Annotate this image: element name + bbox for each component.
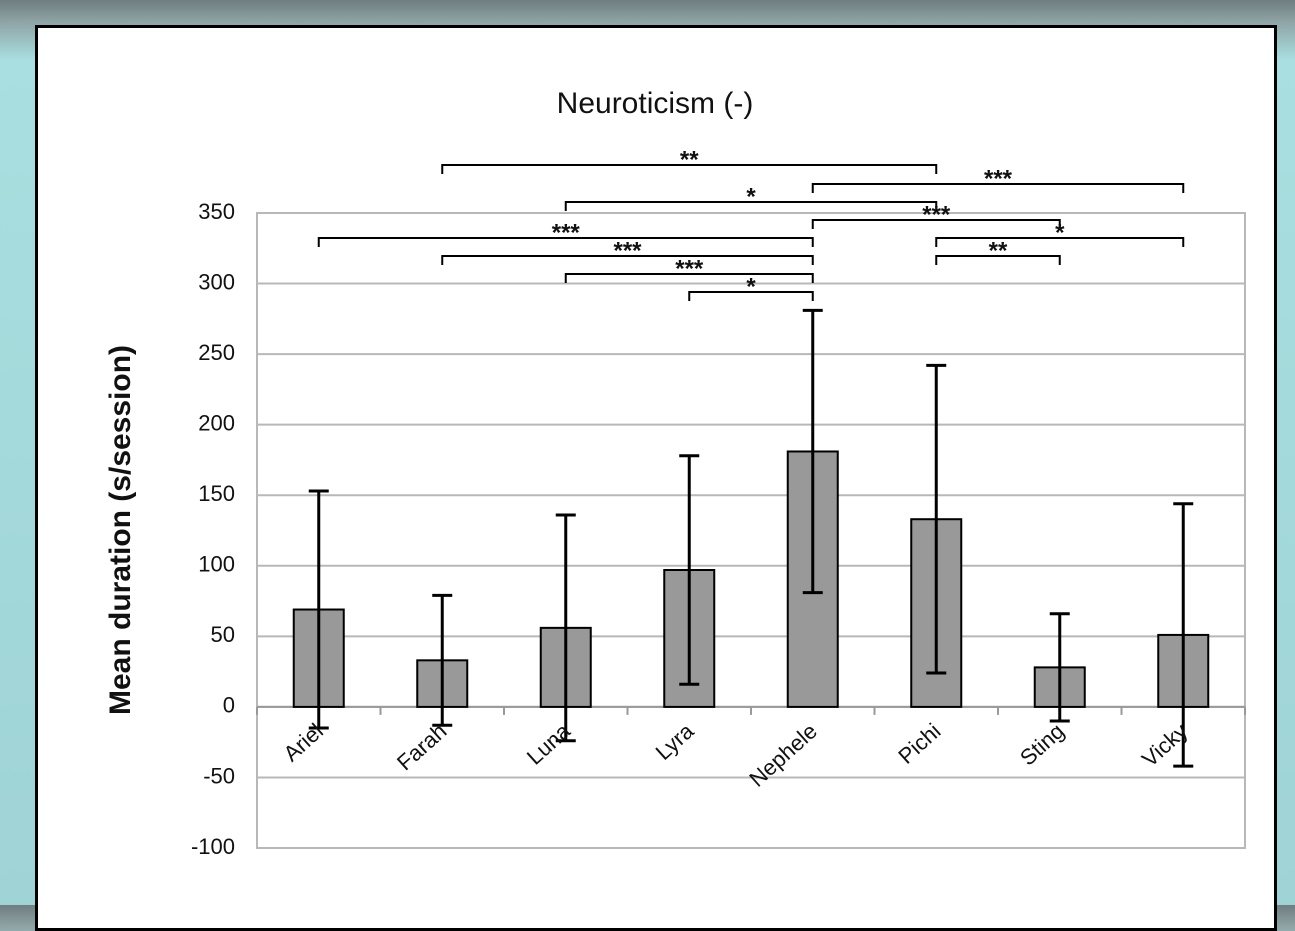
chart-panel <box>35 25 1277 931</box>
significance-label: *** <box>552 219 581 246</box>
significance-label: *** <box>675 255 704 282</box>
significance-bracket <box>564 201 938 211</box>
significance-bracket <box>564 273 814 283</box>
significance-bracket <box>935 237 1185 247</box>
significance-label: * <box>1055 219 1065 246</box>
y-tick-label: 250 <box>198 340 235 365</box>
x-tick-label: Nephele <box>744 718 822 791</box>
y-tick-label: -100 <box>191 834 235 859</box>
significance-label: * <box>746 183 756 210</box>
significance-label: ** <box>989 237 1008 264</box>
significance-bracket <box>317 237 814 247</box>
y-axis-label: Mean duration (s/session) <box>104 345 137 715</box>
significance-label: *** <box>613 237 642 264</box>
y-tick-label: 100 <box>198 552 235 577</box>
x-tick-label: Lyra <box>651 718 699 765</box>
y-tick-label: 0 <box>223 693 235 718</box>
chart-title: Neuroticism (-) <box>557 87 754 120</box>
x-tick-label: Luna <box>522 718 576 770</box>
significance-bracket <box>441 164 938 174</box>
plot-border <box>256 212 1246 849</box>
y-tick-label: 50 <box>211 622 235 647</box>
y-tick-label: 200 <box>198 410 235 435</box>
significance-label: *** <box>922 201 951 228</box>
x-tick-label: Sting <box>1015 718 1069 770</box>
significance-bracket <box>688 291 814 301</box>
significance-bracket <box>811 183 1185 193</box>
significance-bracket <box>811 219 1061 229</box>
y-tick-label: -50 <box>203 763 235 788</box>
x-tick-label: Pichi <box>893 718 945 768</box>
y-tick-label: 150 <box>198 481 235 506</box>
significance-label: ** <box>680 146 699 173</box>
x-tick-label: Farah <box>392 718 451 775</box>
x-tick-label: Ariel <box>279 718 328 766</box>
chart: Neuroticism (-) Mean duration (s/session… <box>104 87 1246 859</box>
y-tick-label: 350 <box>198 199 235 224</box>
significance-bracket <box>935 255 1061 265</box>
significance-label: * <box>746 273 756 300</box>
significance-label: *** <box>984 165 1013 192</box>
y-tick-label: 300 <box>198 269 235 294</box>
significance-bracket <box>441 255 814 265</box>
